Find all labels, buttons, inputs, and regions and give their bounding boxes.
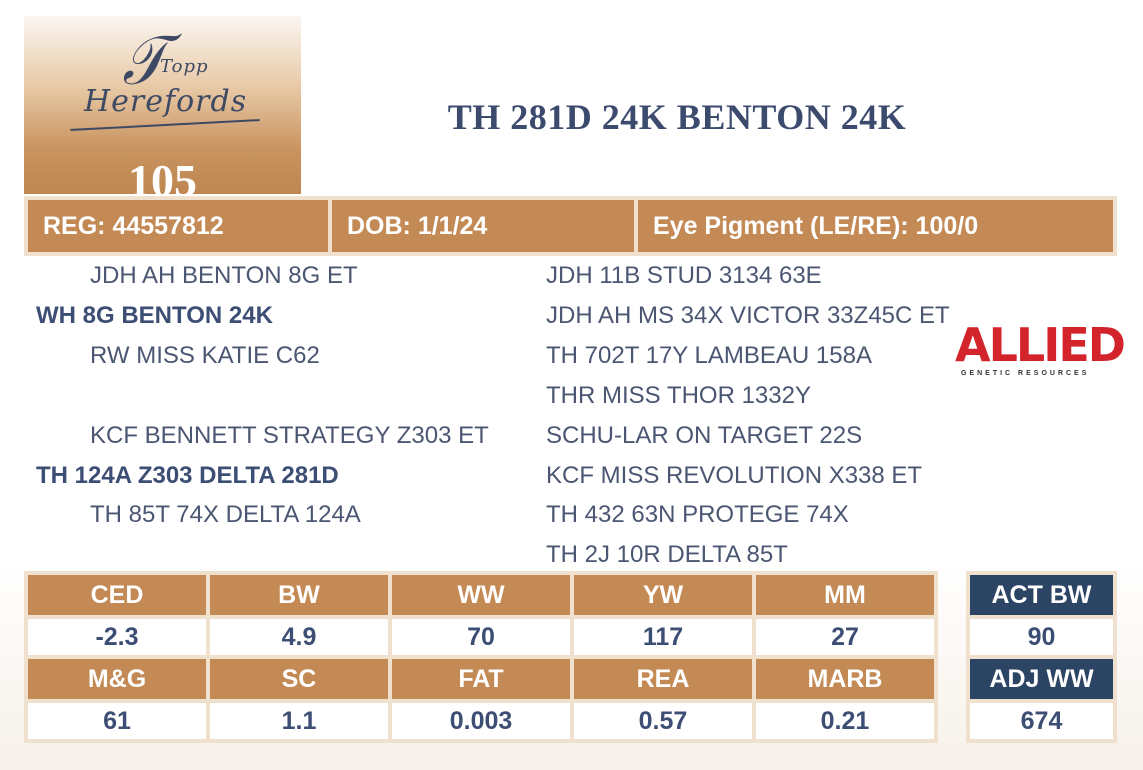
actual-weights-table: ACT BW 90 ADJ WW 674 [966,571,1117,743]
sire-dam-sire: TH 702T 17Y LAMBEAU 158A [546,342,872,369]
epd-header-ced: CED [28,575,206,615]
dam-dam-dam: TH 2J 10R DELTA 85T [546,541,788,568]
epd-header-mg: M&G [28,659,206,699]
epd-value-fat: 0.003 [392,703,570,739]
epd-header-rea: REA [574,659,752,699]
dam-sire: KCF BENNETT STRATEGY Z303 ET [90,422,489,449]
epd-value-row-1: -2.3 4.9 70 117 27 [28,619,934,655]
epd-header-bw: BW [210,575,388,615]
animal-name: TH 281D 24K BENTON 24K [447,97,907,137]
logo-script-top: Topp [160,56,209,77]
epd-value-mm: 27 [756,619,934,655]
epd-header-row-2: M&G SC FAT REA MARB [28,659,934,699]
sire-sire: JDH AH BENTON 8G ET [90,262,358,289]
dam: TH 124A Z303 DELTA 281D [36,462,339,489]
epd-header-row-1: CED BW WW YW MM [28,575,934,615]
epd-header-marb: MARB [756,659,934,699]
epd-header-fat: FAT [392,659,570,699]
epd-value-marb: 0.21 [756,703,934,739]
epd-header-mm: MM [756,575,934,615]
info-bar: REG: 44557812 DOB: 1/1/24 Eye Pigment (L… [24,196,1117,256]
topp-herefords-logo: 𝒯 Topp Herefords [64,21,264,131]
epd-value-row-2: 61 1.1 0.003 0.57 0.21 [28,703,934,739]
date-of-birth: DOB: 1/1/24 [332,200,634,252]
logo-script-bottom: Herefords [84,84,248,119]
allied-logo-subtitle: GENETIC RESOURCES [961,370,1090,377]
epd-value-yw: 117 [574,619,752,655]
epd-value-ww: 70 [392,619,570,655]
adj-ww-label: ADJ WW [970,659,1113,699]
epd-value-mg: 61 [28,703,206,739]
logo-panel: 𝒯 Topp Herefords 105 [24,16,301,206]
epd-value-ced: -2.3 [28,619,206,655]
dam-dam: TH 85T 74X DELTA 124A [90,501,361,528]
sire-dam-dam: THR MISS THOR 1332Y [546,382,811,409]
allied-logo-word: ALLIED [955,318,1126,372]
adj-ww-value: 674 [970,703,1113,739]
dam-dam-sire: TH 432 63N PROTEGE 74X [546,501,849,528]
dam-sire-dam: KCF MISS REVOLUTION X338 ET [546,462,923,489]
registration-number: REG: 44557812 [28,200,328,252]
epd-value-rea: 0.57 [574,703,752,739]
epd-header-sc: SC [210,659,388,699]
sire: WH 8G BENTON 24K [36,302,273,329]
epd-value-bw: 4.9 [210,619,388,655]
sire-sire-dam: JDH AH MS 34X VICTOR 33Z45C ET [546,302,950,329]
act-bw-value: 90 [970,619,1113,655]
epd-header-ww: WW [392,575,570,615]
sire-sire-sire: JDH 11B STUD 3134 63E [546,262,822,289]
act-bw-label: ACT BW [970,575,1113,615]
eye-pigment: Eye Pigment (LE/RE): 100/0 [638,200,1113,252]
epd-header-yw: YW [574,575,752,615]
dam-sire-sire: SCHU-LAR ON TARGET 22S [546,422,863,449]
allied-logo: ALLIED GENETIC RESOURCES [955,318,1126,382]
epd-value-sc: 1.1 [210,703,388,739]
epd-table: CED BW WW YW MM -2.3 4.9 70 117 27 M&G S… [24,571,938,743]
sire-dam: RW MISS KATIE C62 [90,342,320,369]
